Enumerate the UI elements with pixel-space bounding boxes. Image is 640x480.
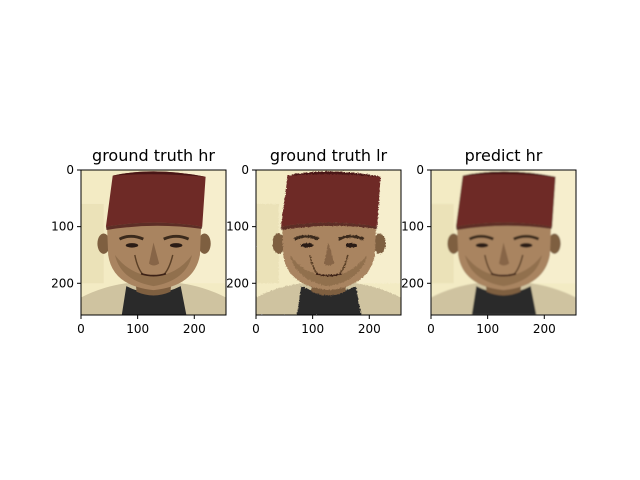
axes-frame — [80, 169, 227, 316]
mouth — [315, 272, 342, 277]
x-tick-label: 200 — [358, 322, 381, 336]
axes-panel-3: predict hr 0 100 200 0 100 200 — [401, 146, 577, 336]
y-tick-label: 0 — [66, 163, 74, 177]
right-ear — [548, 233, 561, 254]
left-eye — [475, 243, 489, 248]
y-tick-label: 100 — [401, 220, 424, 234]
x-tick-label: 0 — [427, 322, 435, 336]
scarf — [296, 286, 362, 315]
x-tick-label: 100 — [301, 322, 324, 336]
left-ear — [97, 233, 110, 254]
right-eye — [344, 243, 358, 248]
right-ear — [198, 233, 211, 254]
portrait-image — [256, 170, 401, 315]
x-tick-label: 0 — [77, 322, 85, 336]
x-tick-label: 200 — [533, 322, 556, 336]
mouth — [490, 272, 517, 277]
x-tick-label: 100 — [126, 322, 149, 336]
right-eye — [169, 243, 183, 248]
scarf — [471, 286, 537, 315]
panel-title: predict hr — [465, 146, 543, 165]
x-tick-label: 100 — [476, 322, 499, 336]
y-tick-label: 0 — [416, 163, 424, 177]
fez-hat — [105, 171, 206, 227]
y-tick-label: 200 — [401, 276, 424, 290]
x-tick-label: 200 — [183, 322, 206, 336]
axes-panel-2: ground truth lr 0 100 200 0 100 200 — [226, 146, 402, 336]
right-ear — [373, 233, 386, 254]
scarf — [121, 286, 187, 315]
y-tick-label: 200 — [226, 276, 249, 290]
axes-panel-1: ground truth hr 0 100 200 0 100 200 — [51, 146, 227, 336]
y-tick-label: 0 — [241, 163, 249, 177]
x-tick-label: 0 — [252, 322, 260, 336]
axes-frame — [255, 169, 402, 316]
axes-frame — [430, 169, 577, 316]
left-eye — [300, 243, 314, 248]
y-tick-label: 100 — [226, 220, 249, 234]
left-eye — [125, 243, 139, 248]
right-eye — [519, 243, 533, 248]
left-ear — [447, 233, 460, 254]
fez-hat — [280, 171, 381, 227]
y-tick-label: 200 — [51, 276, 74, 290]
portrait-image — [81, 170, 226, 315]
portrait-image — [431, 170, 576, 315]
y-tick-label: 100 — [51, 220, 74, 234]
panel-title: ground truth lr — [270, 146, 388, 165]
mouth — [140, 272, 167, 277]
fez-hat — [455, 171, 556, 227]
panel-title: ground truth hr — [92, 146, 215, 165]
left-ear — [272, 233, 285, 254]
